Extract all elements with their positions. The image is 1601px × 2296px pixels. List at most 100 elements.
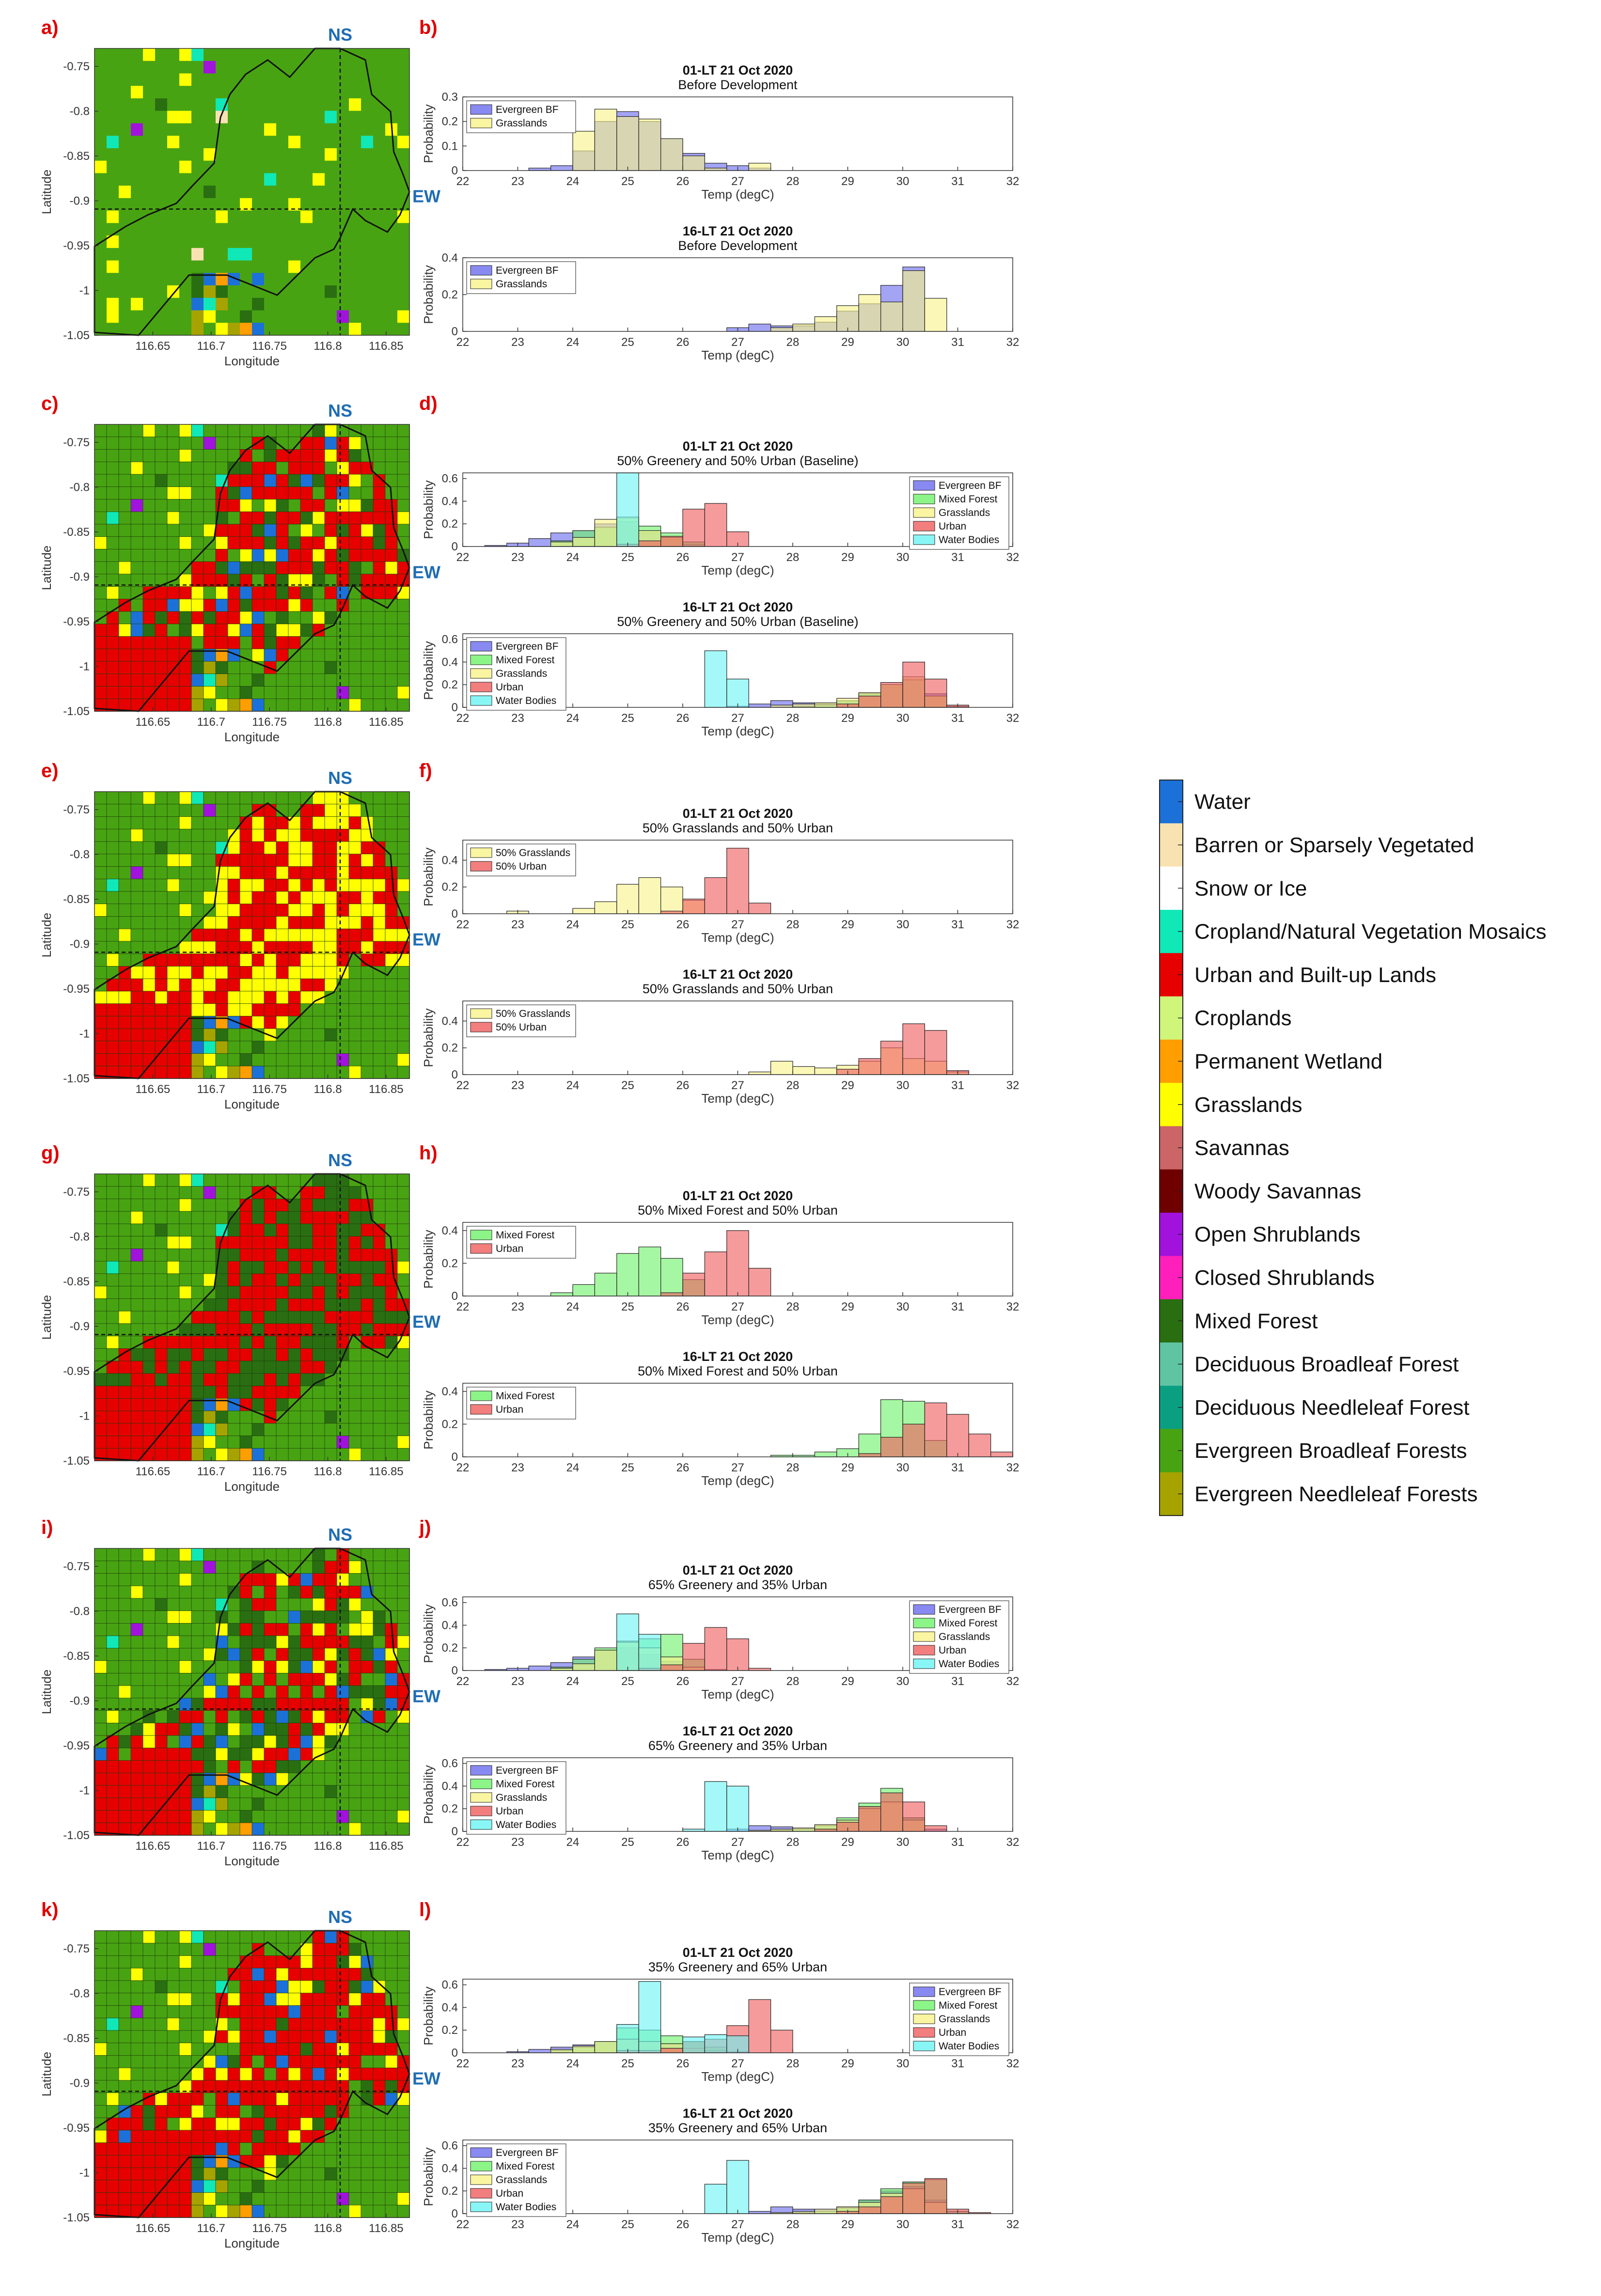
map-cell [167,2192,180,2206]
map-cell [397,1348,410,1361]
map-cell [142,2180,156,2193]
map-cell [385,186,398,199]
map-cell [142,1772,156,1786]
map-cell [373,449,386,463]
map-cell [264,991,277,1004]
map-cell [130,2067,143,2081]
map-cell [251,2142,265,2156]
map-cell [228,210,240,223]
map-cell [251,1822,265,1836]
map-cell [191,1585,204,1599]
map-cell [227,1236,240,1250]
map-cell [155,1448,168,1461]
map-cell [251,1273,265,1287]
histogram-bar [594,1650,617,1671]
map-cell [130,1822,143,1836]
x-tick-label: 26 [676,2218,690,2231]
map-cell [324,891,337,905]
map-cell [361,1748,374,1761]
map-cell [130,686,143,700]
map-cell [228,235,240,249]
map-cell [397,1735,410,1749]
map-cell [312,1760,325,1774]
histogram-bar [594,1273,617,1296]
map-cell [191,1003,204,1017]
map-cell [337,98,349,111]
histogram-bar [616,1613,639,1671]
map-cell [94,598,107,612]
map-cell [142,1041,156,1054]
map-cell [106,2180,119,2193]
histogram-subtitle: 65% Greenery and 35% Urban [648,1738,827,1753]
x-tick-label: 28 [786,1079,800,1092]
map-cell [361,148,374,161]
map-cell [300,1173,313,1187]
panel-label: c) [41,393,59,414]
map-cell [203,791,216,805]
map-cell [324,916,337,929]
map-cell [276,1410,289,1424]
histogram-bar [770,2030,793,2053]
map-cell [324,548,337,562]
map-cell [397,98,410,111]
map-cell [264,2155,277,2168]
map-cell [142,1623,156,1636]
map-cell [264,611,277,625]
map-cell [239,2017,252,2031]
map-cell [264,1348,277,1361]
map-cell [215,1930,228,1944]
map-cell [361,1199,374,1212]
x-tick-label: 26 [676,712,690,725]
map-cell [252,186,265,199]
map-cell [155,1053,168,1067]
map-cell [385,1448,398,1461]
map-cell [252,235,265,249]
map-cell [227,698,240,712]
x-tick-label: 23 [511,1461,524,1474]
map-cell [336,1261,349,1274]
map-cell [191,636,204,650]
map-cell [276,2142,289,2156]
map-cell [239,828,252,842]
map-cell [239,686,252,700]
map-cell [191,953,204,967]
map-cell [385,461,398,475]
map-cell [215,1648,228,1661]
map-cell [373,148,386,161]
map-cell [240,98,252,111]
map-cell [336,1585,349,1599]
map-cell [94,1311,107,1324]
map-cell [118,904,131,917]
map-cell [312,1648,325,1661]
x-tick-label: 30 [896,336,910,349]
x-tick-label: 31 [951,712,964,725]
map-cell [191,1448,204,1461]
map-cell [215,804,228,817]
map-cell [349,173,361,186]
map-cell [227,804,240,817]
x-tick-label: 29 [841,2057,854,2070]
x-tick-label: 29 [841,918,854,931]
map-cell [227,1785,240,1798]
map-cell [312,1797,325,1811]
map-cell [155,1810,168,1824]
map-cell [191,828,204,842]
map-cell [94,636,107,650]
map-cell [118,1003,131,1017]
map-cell [264,2030,277,2044]
map-cell [227,2005,240,2018]
map-cell [204,98,216,111]
map-cell [300,978,313,992]
map-cell [337,86,349,99]
map-cell [227,841,240,855]
map-cell [276,2093,289,2106]
map-cell [118,1822,131,1836]
map-cell [191,536,204,550]
ew-marker: EW [412,2069,440,2089]
map-cell [191,2130,204,2143]
map-cell [94,804,107,817]
map-cell [336,2167,349,2181]
map-cell [191,661,204,674]
histogram-bar [638,540,661,547]
map-cell [373,1810,386,1824]
